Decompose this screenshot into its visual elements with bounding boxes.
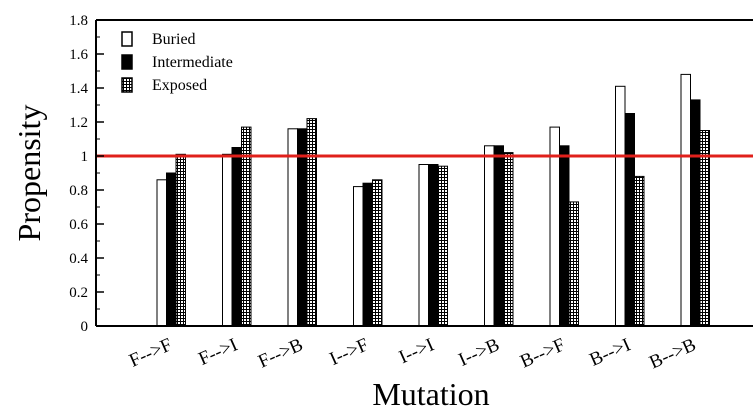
y-tick-label: 1 (81, 149, 89, 165)
y-tick-label: 0.6 (69, 217, 88, 233)
bar-fb-buried (287, 128, 298, 327)
bar-ib-buried (484, 145, 495, 327)
y-tick-label: 1.4 (69, 81, 88, 97)
x-tick-label: I-->F (326, 334, 371, 370)
bar-if-intermediate (362, 182, 373, 327)
x-axis-label: Mutation (372, 376, 489, 412)
x-tick-label: F-->F (126, 334, 175, 371)
legend-swatch-exposed (121, 77, 133, 93)
y-tick-label: 0.4 (69, 251, 88, 267)
bar-bi-exposed (634, 175, 645, 327)
bar-bb-buried (680, 73, 691, 327)
bar-fi-intermediate (231, 147, 242, 327)
x-tick-label: F-->I (195, 334, 240, 370)
x-tick-label: I-->B (456, 334, 503, 370)
x-tick-label: B-->B (646, 334, 699, 373)
bar-if-buried (353, 186, 364, 327)
y-tick-label: 1.6 (69, 47, 88, 63)
y-tick-label: 1.2 (69, 115, 88, 131)
bar-ib-exposed (503, 152, 514, 327)
bar-ib-intermediate (493, 145, 504, 327)
legend-label-buried: Buried (152, 31, 196, 48)
bar-bi-intermediate (624, 113, 635, 327)
legend-label-intermediate: Intermediate (152, 54, 233, 71)
bar-fb-intermediate (297, 128, 308, 327)
bar-fb-exposed (306, 118, 317, 327)
bar-if-exposed (372, 179, 383, 327)
x-tick-label: F-->B (255, 334, 306, 372)
bar-ii-intermediate (428, 164, 439, 327)
x-tick-label: B-->F (517, 334, 568, 372)
bar-ii-buried (418, 164, 429, 327)
bars-layer (156, 73, 710, 327)
x-tick-label: B-->I (587, 334, 634, 370)
x-tick-label: I-->I (396, 334, 437, 368)
legend-swatch-intermediate (121, 54, 133, 70)
legend-swatch-buried (121, 31, 133, 47)
bar-bf-intermediate (559, 145, 570, 327)
bar-bi-buried (615, 85, 626, 327)
bar-ii-exposed (437, 165, 448, 327)
bar-ff-buried (156, 179, 167, 327)
bar-bb-exposed (699, 130, 710, 327)
bar-ff-exposed (175, 153, 186, 327)
y-tick-label: 0.2 (69, 285, 88, 301)
legend: Buried Intermediate Exposed (121, 31, 233, 94)
bar-ff-intermediate (166, 172, 177, 327)
y-tick-label: 0.8 (69, 183, 88, 199)
bar-bb-intermediate (690, 99, 701, 327)
bar-bf-exposed (568, 201, 579, 327)
legend-label-exposed: Exposed (152, 77, 207, 94)
y-tick-label: 0 (81, 319, 89, 335)
y-axis-label: Propensity (11, 105, 47, 242)
y-tick-label: 1.8 (69, 13, 88, 29)
bar-fi-buried (222, 153, 233, 327)
